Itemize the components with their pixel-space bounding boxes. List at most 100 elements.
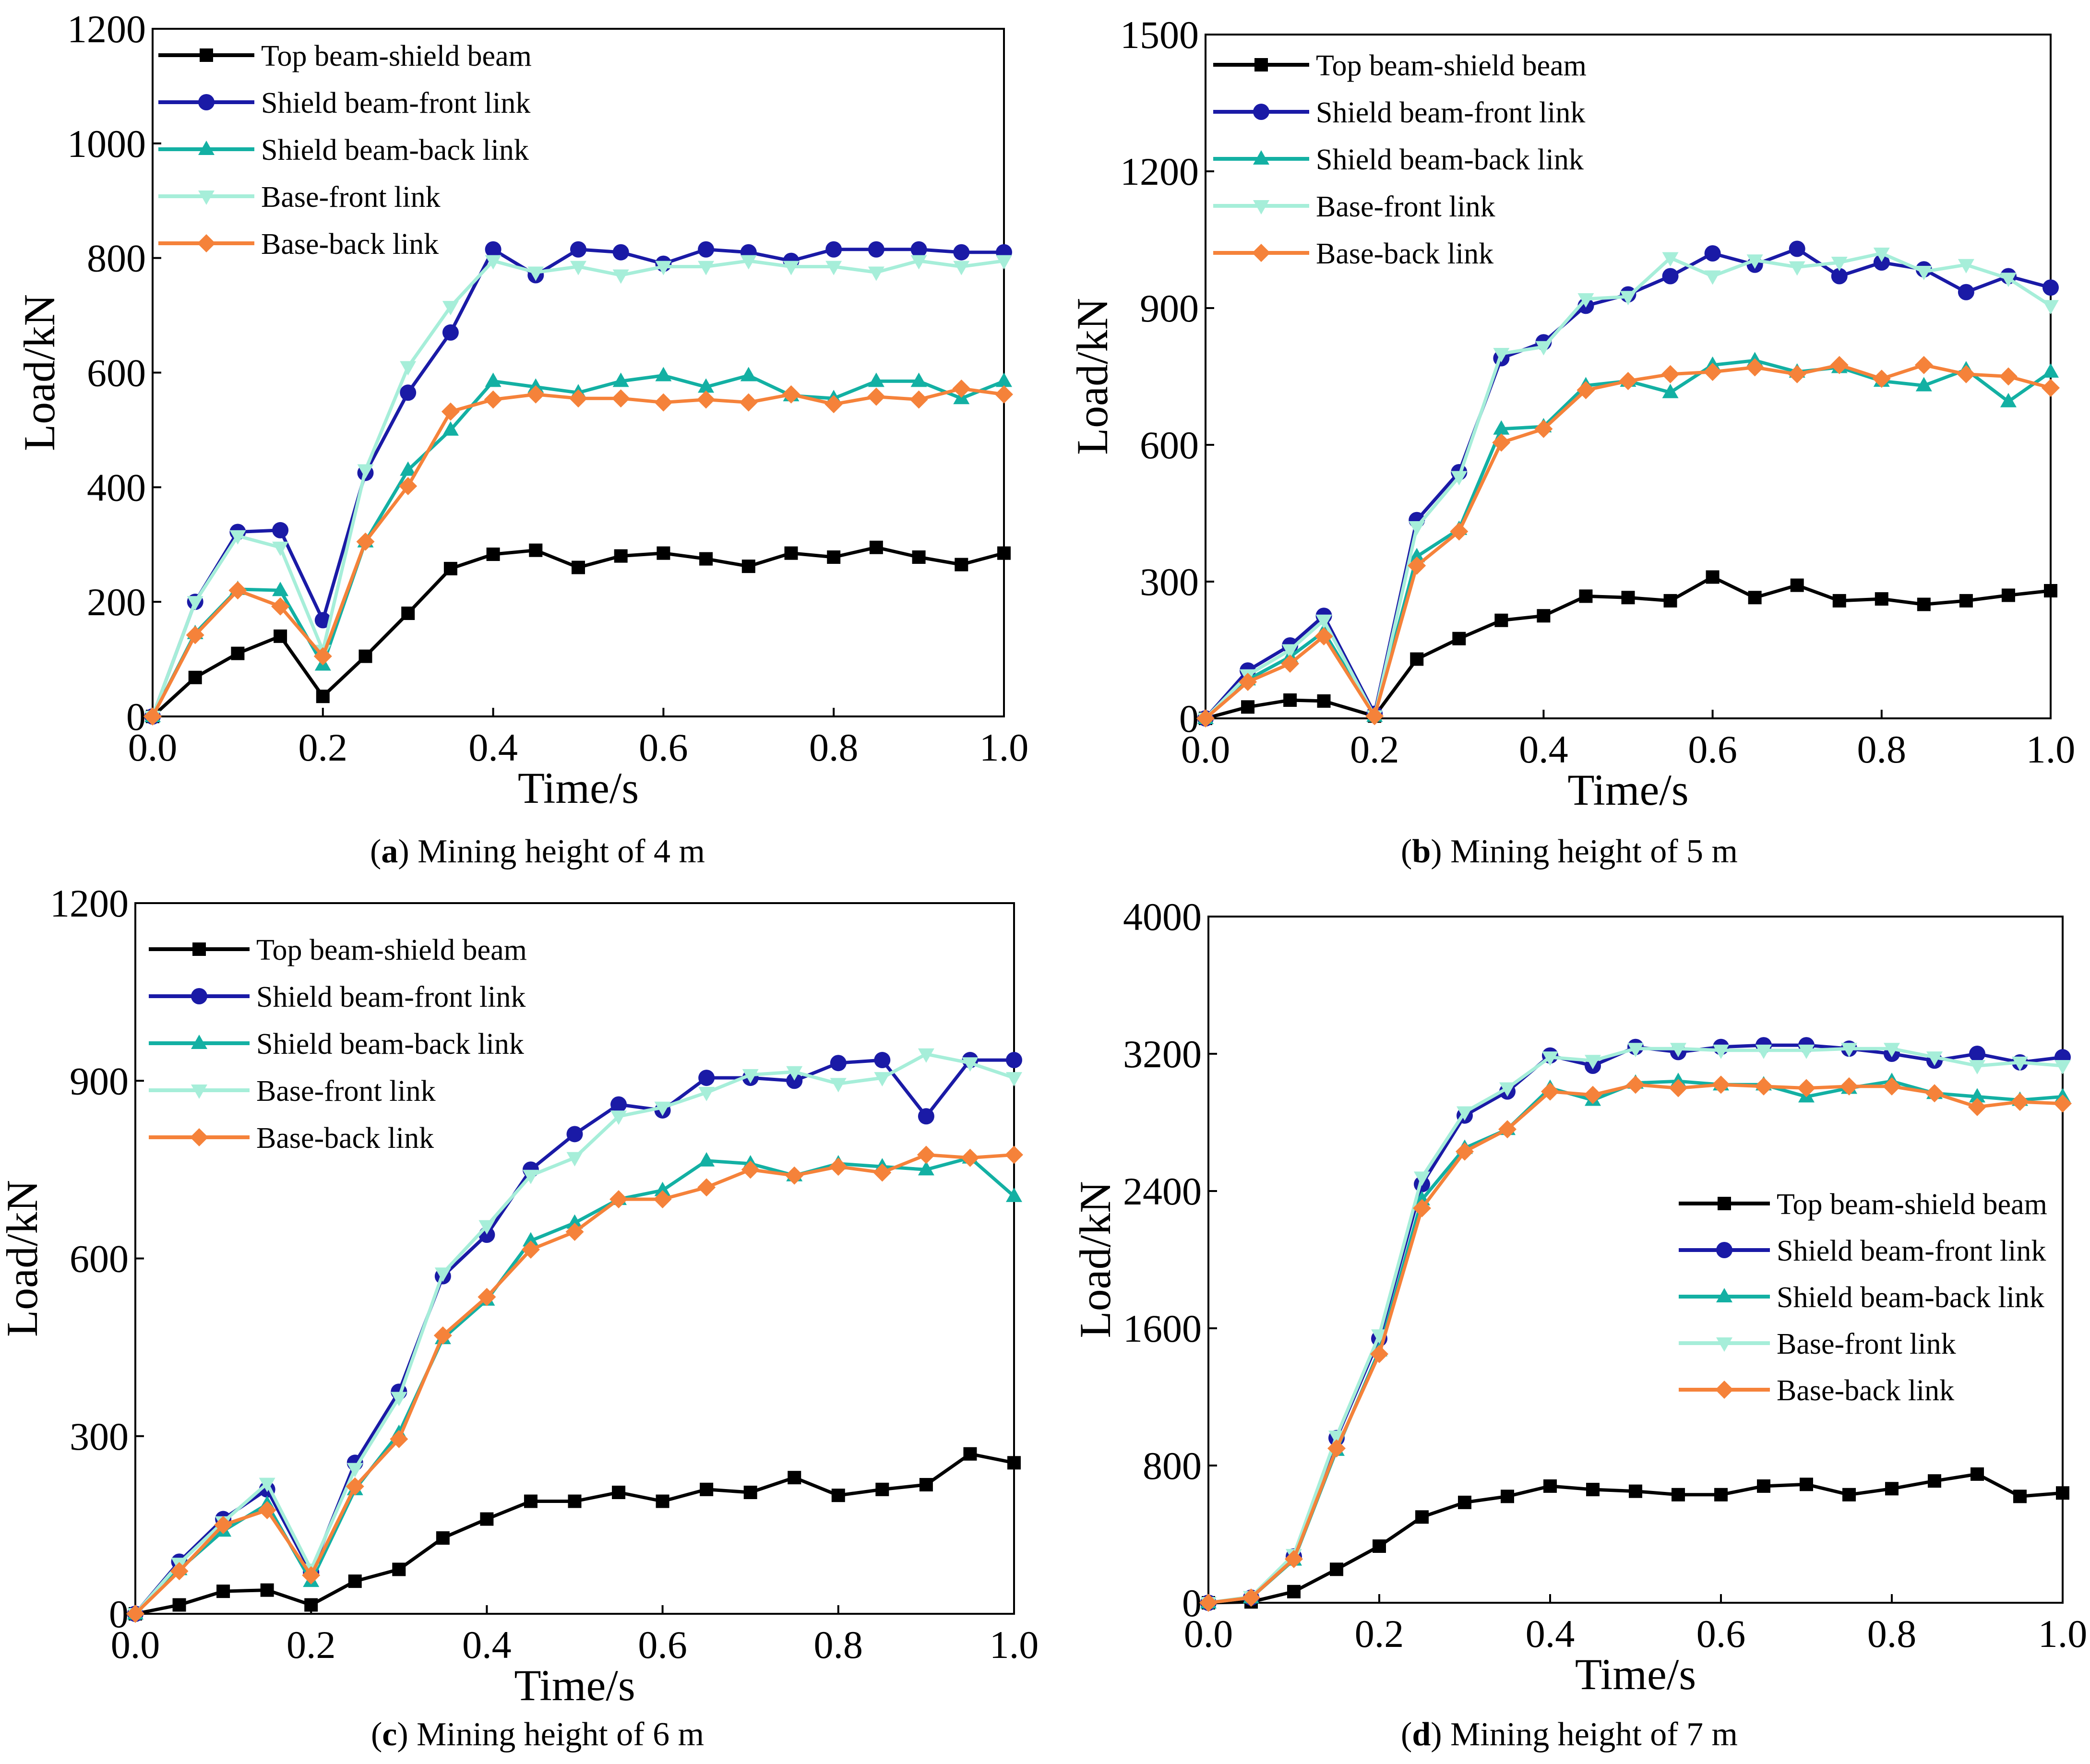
data-point-a-2: [996, 372, 1012, 387]
data-point-a-1: [400, 384, 417, 401]
data-point-a-3: [698, 261, 715, 275]
data-point-c-4: [433, 1326, 452, 1345]
legend-label-d-4: Base-back link: [1777, 1374, 1954, 1407]
data-point-d-0: [1543, 1479, 1557, 1493]
data-point-a-2: [400, 461, 417, 476]
data-point-a-3: [825, 261, 842, 275]
caption-b-text: Mining height of 5 m: [1450, 833, 1738, 870]
x-tick-label-a: 0.0: [128, 726, 178, 769]
data-point-b-4: [1745, 358, 1764, 377]
data-point-b-0: [1663, 594, 1677, 608]
data-point-d-3: [1841, 1043, 1857, 1058]
data-point-c-0: [348, 1574, 362, 1588]
data-point-a-3: [442, 301, 459, 316]
caption-b-letter: b: [1412, 833, 1431, 870]
legend-label-c-1: Shield beam-front link: [256, 981, 525, 1013]
y-tick-label-c: 300: [70, 1415, 129, 1458]
x-axis-label-b: Time/s: [1567, 765, 1688, 814]
data-point-d-4: [1669, 1079, 1687, 1097]
data-point-a-3: [740, 255, 757, 270]
caption-a: (a) Mining height of 4 m: [370, 833, 705, 870]
data-point-d-3: [1969, 1060, 1985, 1075]
data-point-c-0: [919, 1478, 933, 1491]
legend-label-c-2: Shield beam-back link: [256, 1028, 524, 1061]
data-point-a-3: [357, 464, 374, 479]
data-point-d-4: [1883, 1077, 1901, 1096]
x-axis-label-c: Time/s: [514, 1661, 635, 1710]
x-tick-label-b: 0.6: [1688, 727, 1737, 771]
data-point-b-0: [1875, 592, 1888, 606]
data-point-a-0: [401, 607, 415, 620]
y-tick-label-c: 0: [109, 1592, 129, 1636]
data-point-c-0: [216, 1585, 230, 1598]
data-point-a-4: [569, 389, 587, 408]
y-tick-label-b: 1500: [1120, 13, 1199, 57]
data-point-a-4: [739, 393, 758, 412]
data-point-d-4: [1755, 1077, 1773, 1096]
data-point-d-0: [1586, 1483, 1600, 1497]
x-tick-label-a: 0.6: [639, 726, 688, 769]
x-tick-label-d: 0.4: [1526, 1612, 1575, 1656]
data-point-c-2: [698, 1152, 715, 1167]
x-axis-label-a: Time/s: [518, 763, 639, 812]
legend-marker-d-4: [1715, 1381, 1733, 1399]
data-point-d-3: [2012, 1056, 2028, 1071]
x-tick-label-b: 0.2: [1350, 727, 1399, 771]
data-point-b-3: [1746, 254, 1763, 269]
data-point-b-3: [1451, 471, 1468, 486]
data-point-d-3: [1542, 1051, 1558, 1066]
x-tick-label-c: 0.8: [814, 1623, 863, 1667]
data-point-c-1: [874, 1052, 891, 1069]
data-point-b-0: [1706, 570, 1720, 584]
data-point-a-3: [612, 269, 629, 284]
data-point-d-4: [1840, 1077, 1858, 1096]
x-tick-label-a: 0.2: [299, 726, 348, 769]
x-tick-label-d: 0.0: [1184, 1612, 1233, 1656]
chart-panel-c: 0 300 600 900 1200 0.0 0.2 0.4 0.6 0.8 1.0 Time/s Lo…: [0, 882, 1045, 1764]
data-point-b-0: [1452, 632, 1466, 645]
data-point-b-1: [1958, 284, 1974, 300]
data-point-c-3: [962, 1057, 979, 1072]
data-point-c-4: [653, 1190, 672, 1209]
data-point-b-4: [1534, 419, 1553, 438]
data-point-b-3: [1315, 614, 1332, 629]
data-point-c-2: [1006, 1187, 1022, 1202]
x-tick-label-c: 0.6: [638, 1623, 687, 1667]
data-point-d-0: [1501, 1490, 1514, 1503]
x-tick-label-d: 1.0: [2038, 1612, 2088, 1656]
x-tick-label-b: 0.8: [1857, 727, 1907, 771]
data-point-c-0: [788, 1471, 801, 1485]
data-point-d-0: [1629, 1484, 1642, 1498]
data-point-a-2: [655, 367, 672, 381]
data-point-c-1: [610, 1096, 627, 1113]
data-point-b-3: [1535, 341, 1552, 356]
y-tick-label-d: 800: [1143, 1444, 1202, 1488]
data-point-b-0: [1579, 589, 1593, 603]
data-point-c-0: [260, 1583, 274, 1597]
data-point-a-2: [698, 378, 715, 393]
data-point-c-2: [522, 1232, 539, 1247]
data-point-d-3: [1414, 1171, 1430, 1186]
data-point-b-0: [2001, 588, 2015, 602]
data-point-a-4: [143, 707, 162, 726]
data-point-b-4: [1999, 367, 2018, 386]
data-point-a-4: [824, 395, 843, 414]
series-line-d-1: [1208, 1043, 2063, 1605]
data-point-d-4: [1413, 1199, 1431, 1217]
data-point-a-2: [612, 372, 629, 387]
legend-marker-c-0: [192, 942, 206, 956]
data-point-d-3: [1627, 1043, 1644, 1058]
series-line-b-2: [1204, 358, 2052, 720]
data-point-d-3: [1670, 1043, 1686, 1058]
legend-marker-a-1: [198, 94, 215, 110]
data-point-c-2: [918, 1161, 934, 1176]
x-tick-label-d: 0.8: [1867, 1612, 1917, 1656]
data-point-a-4: [356, 532, 375, 551]
y-tick-label-a: 1200: [67, 7, 146, 51]
data-point-a-1: [314, 612, 331, 629]
data-point-b-3: [1915, 266, 1932, 280]
legend-label-b-4: Base-back link: [1316, 238, 1493, 270]
data-point-b-4: [1450, 522, 1469, 541]
data-point-a-4: [654, 393, 673, 412]
legend-label-a-3: Base-front link: [261, 181, 441, 214]
